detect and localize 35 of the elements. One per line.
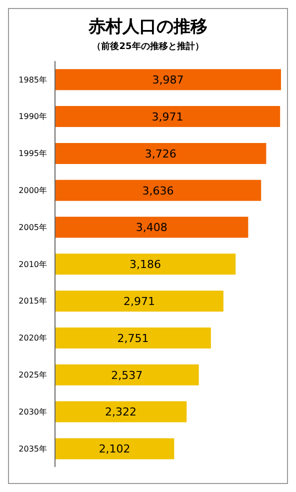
bar: [55, 69, 281, 90]
chart-subtitle: （前後25年の推移と推計）: [91, 40, 205, 53]
data-label: 3,987: [152, 74, 184, 87]
bar: [55, 364, 199, 386]
data-label: 3,186: [130, 258, 162, 272]
y-tick-label: 2005年: [18, 222, 47, 232]
bar: [55, 401, 187, 422]
data-label: 2,322: [105, 406, 137, 419]
data-label: 2,537: [111, 368, 143, 382]
y-tick-label: 2010年: [18, 260, 47, 269]
y-tick-label: 1985年: [18, 75, 47, 84]
data-label: 3,636: [142, 184, 174, 198]
y-tick-label: 2020年: [18, 334, 47, 343]
data-label: 3,971: [152, 110, 184, 124]
bar: [55, 438, 174, 460]
chart-title: 赤村人口の推移: [88, 16, 208, 38]
y-tick-label: 2025年: [18, 370, 47, 380]
bar: [55, 290, 224, 312]
bar: [55, 180, 262, 201]
bar: [55, 216, 248, 238]
data-label: 2,102: [98, 442, 130, 456]
data-label: 2,751: [117, 332, 149, 345]
y-tick-label: 2015年: [18, 296, 47, 306]
y-tick-label: 1995年: [18, 149, 47, 158]
data-label: 2,971: [123, 294, 155, 308]
y-tick-label: 2000年: [18, 186, 47, 196]
y-tick-label: 1990年: [18, 112, 47, 122]
data-label: 3,726: [144, 147, 176, 160]
bar: [55, 254, 236, 275]
bar: [55, 327, 211, 348]
y-tick-label: 2035年: [18, 444, 47, 454]
bar: [55, 106, 280, 128]
data-label: 3,408: [136, 221, 168, 234]
y-tick-label: 2030年: [18, 407, 47, 416]
bar: [55, 142, 266, 164]
